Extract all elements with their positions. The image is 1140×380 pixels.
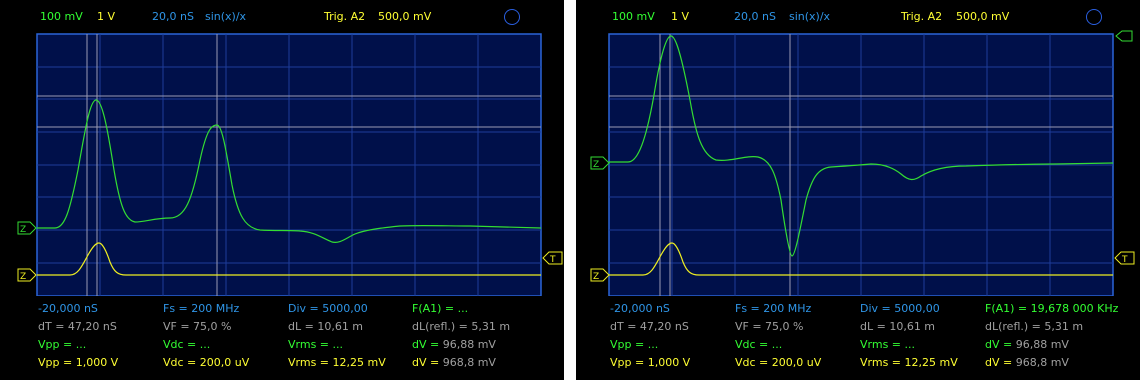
delta-length: dL = 10,61 m (288, 320, 364, 333)
trigger-level[interactable]: 500,0 mV (956, 10, 1010, 23)
circle-icon[interactable] (504, 9, 520, 25)
vpp-a2: Vpp = 1,000 V (38, 356, 119, 369)
delta-voltage-a2: dV = 968,8 mV (412, 356, 496, 369)
t-marker-yellow-icon: T (542, 251, 563, 265)
vdc-a1: Vdc = ... (735, 338, 783, 351)
grid-lines (609, 34, 1113, 296)
delta-length-reflected: dL(refl.) = 5,31 m (985, 320, 1084, 333)
svg-text:T: T (549, 255, 556, 265)
circle-icon[interactable] (1086, 9, 1102, 25)
trace-channel-a2 (609, 242, 1113, 276)
ch2-scale[interactable]: 1 V (671, 10, 690, 23)
trigger-source[interactable]: Trig. A2 (324, 10, 366, 23)
delta-length-reflected: dL(refl.) = 5,31 m (412, 320, 511, 333)
vrms-a2: Vrms = 12,25 mV (288, 356, 386, 369)
sample-rate: Fs = 200 MHz (163, 302, 240, 315)
level-marker-green-icon (1115, 30, 1133, 42)
trace-channel-a1 (37, 99, 542, 243)
svg-text:Z: Z (593, 272, 599, 282)
interpolation-mode[interactable]: sin(x)/x (205, 10, 247, 23)
trace-channel-a1 (609, 35, 1114, 257)
frequency-a1: F(A1) = 19,678 000 KHz (985, 302, 1119, 315)
delta-voltage-a2: dV = 968,8 mV (985, 356, 1069, 369)
delta-time: dT = 47,20 nS (610, 320, 689, 333)
vpp-a2: Vpp = 1,000 V (610, 356, 691, 369)
delta-length: dL = 10,61 m (860, 320, 936, 333)
delta-time: dT = 47,20 nS (38, 320, 117, 333)
scope-screen[interactable]: Z Z T (576, 0, 1140, 296)
time-offset: -20,000 nS (610, 302, 670, 315)
trace-channel-a2 (37, 242, 541, 276)
division-value: Div = 5000,00 (860, 302, 940, 315)
vrms-a1: Vrms = ... (860, 338, 915, 351)
vdc-a2: Vdc = 200,0 uV (163, 356, 250, 369)
cursor-lines (37, 34, 541, 296)
svg-text:T: T (1121, 255, 1128, 265)
delta-voltage-a1: dV = 96,88 mV (412, 338, 496, 351)
vrms-a1: Vrms = ... (288, 338, 343, 351)
delta-voltage-a1: dV = 96,88 mV (985, 338, 1069, 351)
z-marker-yellow-icon: Z (17, 268, 37, 282)
oscilloscope-right: 100 mV 1 V 20,0 nS sin(x)/x Trig. A2 500… (576, 0, 1140, 380)
t-marker-yellow-icon: T (1114, 251, 1135, 265)
velocity-factor: VF = 75,0 % (163, 320, 232, 333)
time-offset: -20,000 nS (38, 302, 98, 315)
sample-rate: Fs = 200 MHz (735, 302, 812, 315)
velocity-factor: VF = 75,0 % (735, 320, 804, 333)
ch2-scale[interactable]: 1 V (97, 10, 116, 23)
ch1-scale[interactable]: 100 mV (40, 10, 83, 23)
measurement-readout: -20,000 nS Fs = 200 MHz Div = 5000,00 F(… (0, 296, 564, 380)
oscilloscope-left: 100 mV 1 V 20,0 nS sin(x)/x Trig. A2 500… (0, 0, 564, 380)
vpp-a1: Vpp = ... (610, 338, 659, 351)
vrms-a2: Vrms = 12,25 mV (860, 356, 958, 369)
trigger-level[interactable]: 500,0 mV (378, 10, 432, 23)
svg-text:Z: Z (20, 225, 26, 235)
scope-header: 100 mV 1 V 20,0 nS sin(x)/x Trig. A2 500… (576, 0, 1140, 34)
vdc-a1: Vdc = ... (163, 338, 211, 351)
svg-text:Z: Z (20, 272, 26, 282)
z-marker-green-icon: Z (17, 221, 37, 235)
vdc-a2: Vdc = 200,0 uV (735, 356, 822, 369)
vpp-a1: Vpp = ... (38, 338, 87, 351)
division-value: Div = 5000,00 (288, 302, 368, 315)
scope-screen[interactable]: Z Z T (0, 0, 564, 296)
z-marker-yellow-icon: Z (590, 268, 610, 282)
timebase[interactable]: 20,0 nS (734, 10, 776, 23)
timebase[interactable]: 20,0 nS (152, 10, 194, 23)
scope-header: 100 mV 1 V 20,0 nS sin(x)/x Trig. A2 500… (0, 0, 564, 34)
z-marker-green-icon: Z (590, 156, 610, 170)
svg-text:Z: Z (593, 160, 599, 170)
measurement-readout: -20,000 nS Fs = 200 MHz Div = 5000,00 F(… (576, 296, 1140, 380)
interpolation-mode[interactable]: sin(x)/x (789, 10, 831, 23)
frequency-a1: F(A1) = ... (412, 302, 469, 315)
grid-lines (37, 34, 541, 296)
trigger-source[interactable]: Trig. A2 (901, 10, 943, 23)
ch1-scale[interactable]: 100 mV (612, 10, 655, 23)
